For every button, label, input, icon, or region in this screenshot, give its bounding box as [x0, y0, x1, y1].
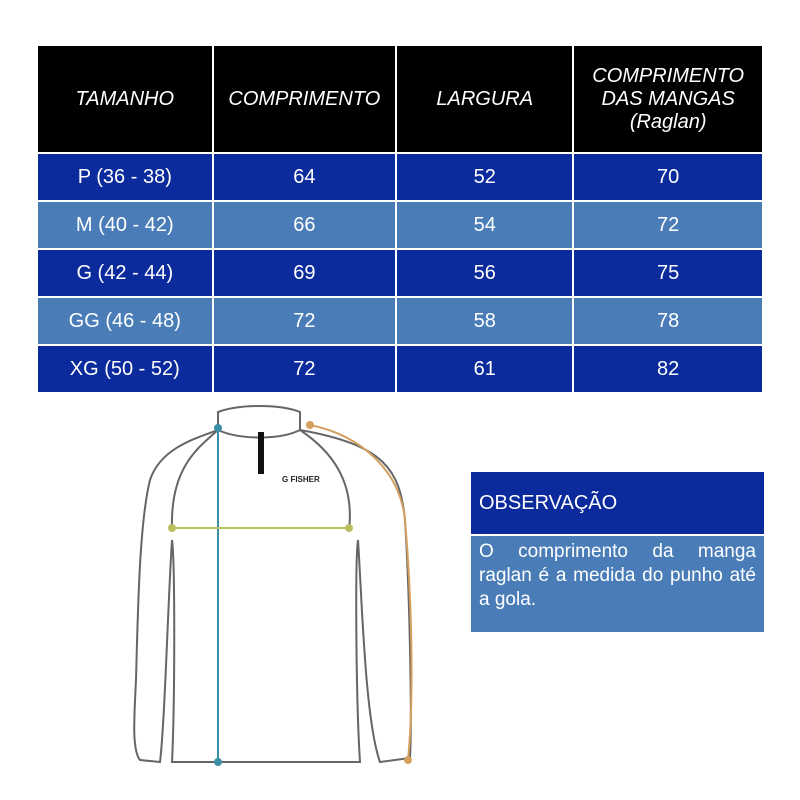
table-row: G (42 - 44) 69 56 75 [36, 248, 764, 298]
cell-size: G (42 - 44) [36, 248, 214, 298]
brand-logo: G FISHER [282, 475, 320, 484]
cell-length: 66 [211, 200, 398, 250]
header-length: COMPRIMENTO [211, 44, 398, 154]
cell-sleeve: 82 [572, 344, 764, 394]
cell-sleeve: 70 [572, 152, 764, 202]
cell-width: 61 [395, 344, 575, 394]
table-row: XG (50 - 52) 72 61 82 [36, 344, 764, 394]
table-row: M (40 - 42) 66 54 72 [36, 200, 764, 250]
cell-width: 56 [395, 248, 575, 298]
table-row: GG (46 - 48) 72 58 78 [36, 296, 764, 346]
cell-size: GG (46 - 48) [36, 296, 214, 346]
cell-width: 54 [395, 200, 575, 250]
cell-sleeve: 72 [572, 200, 764, 250]
cell-width: 58 [395, 296, 575, 346]
cell-length: 64 [211, 152, 398, 202]
shirt-outline [133, 405, 412, 764]
length-start-dot [214, 424, 222, 432]
observation-text: O comprimento da manga raglan é a medida… [471, 536, 764, 632]
cell-sleeve: 75 [572, 248, 764, 298]
size-table: TAMANHO COMPRIMENTO LARGURA COMPRIMENTO … [36, 44, 764, 394]
cell-size: XG (50 - 52) [36, 344, 214, 394]
table-row: P (36 - 38) 64 52 70 [36, 152, 764, 202]
cell-size: P (36 - 38) [36, 152, 214, 202]
header-size: TAMANHO [36, 44, 214, 154]
width-end-dot [345, 524, 353, 532]
length-end-dot [214, 758, 222, 766]
sleeve-start-dot [306, 421, 314, 429]
table-header-row: TAMANHO COMPRIMENTO LARGURA COMPRIMENTO … [36, 44, 764, 154]
cell-width: 52 [395, 152, 575, 202]
observation-box: OBSERVAÇÃO O comprimento da manga raglan… [471, 472, 764, 632]
cell-size: M (40 - 42) [36, 200, 214, 250]
width-start-dot [168, 524, 176, 532]
zipper-icon [258, 432, 264, 474]
sleeve-measure-line [309, 424, 413, 761]
cell-sleeve: 78 [572, 296, 764, 346]
observation-title: OBSERVAÇÃO [471, 472, 764, 534]
header-width: LARGURA [395, 44, 575, 154]
cell-length: 72 [211, 344, 398, 394]
sleeve-end-dot [404, 756, 412, 764]
cell-length: 72 [211, 296, 398, 346]
header-sleeve-length: COMPRIMENTO DAS MANGAS (Raglan) [572, 44, 764, 154]
cell-length: 69 [211, 248, 398, 298]
